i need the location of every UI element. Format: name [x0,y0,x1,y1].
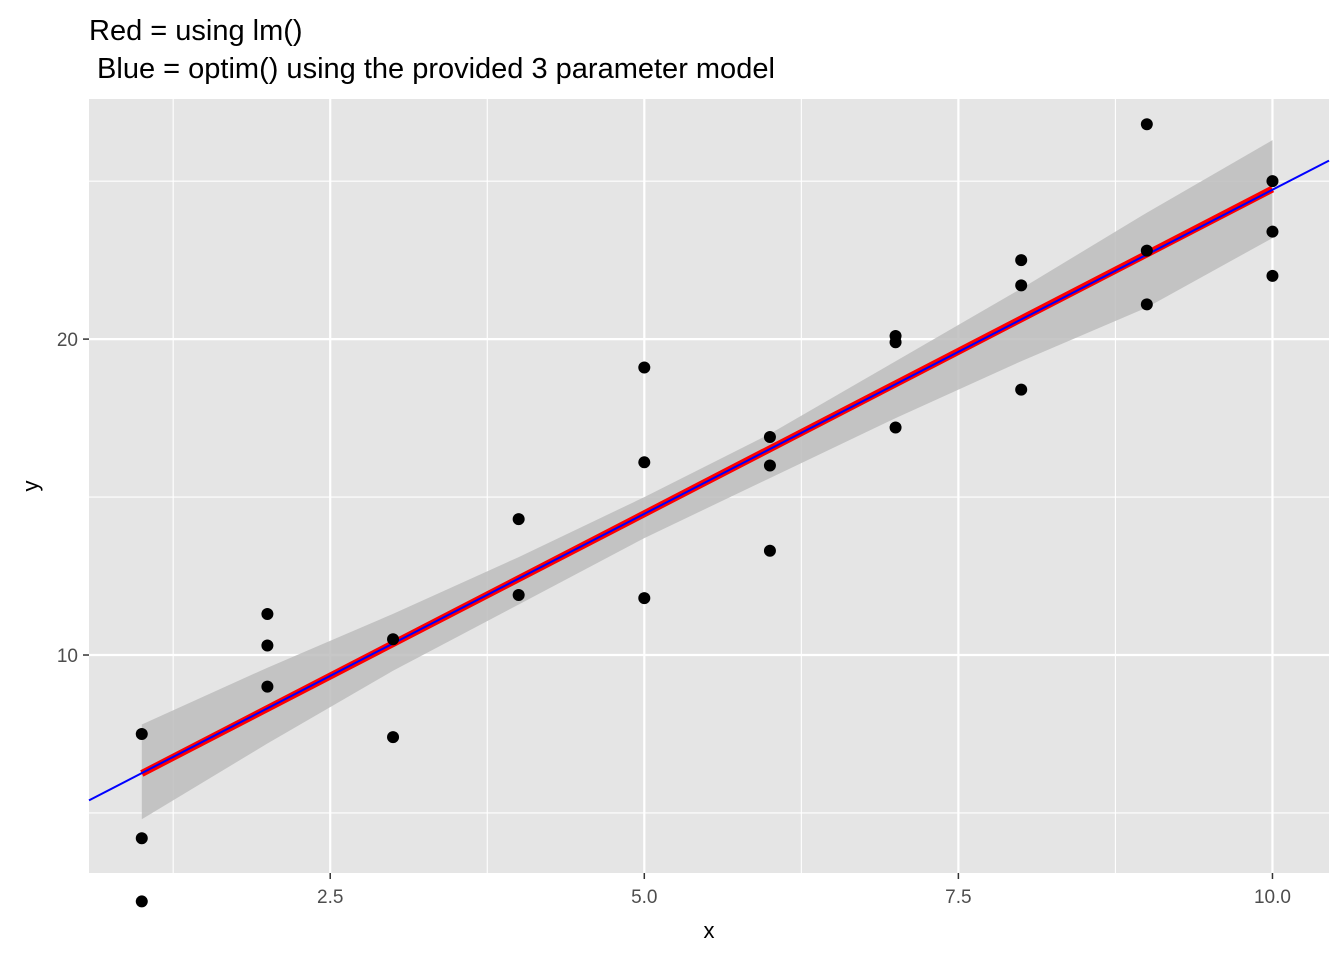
x-tick-label: 10.0 [1254,887,1291,908]
data-point [1140,244,1153,257]
data-point [638,456,651,469]
data-point [1140,298,1153,311]
points-layer [135,118,1279,908]
y-axis-title: y [18,481,43,492]
data-point [889,421,902,434]
data-point [1015,254,1028,267]
data-point [763,459,776,472]
data-point [387,633,400,646]
data-point [387,731,400,744]
data-point [638,361,651,374]
data-point [1266,269,1279,282]
data-point [135,895,148,908]
data-point [1015,383,1028,396]
optim-fit-layer [88,159,1330,802]
data-point [1015,279,1028,292]
data-point [763,431,776,444]
optim-fit-line [88,159,1330,802]
data-point [889,336,902,349]
x-tick-label: 5.0 [631,887,657,908]
x-tick-label: 7.5 [945,887,971,908]
data-point [261,680,274,693]
chart-title-line-1: Red = using lm() [89,15,303,47]
data-point [763,544,776,557]
x-tick-label: 2.5 [317,887,343,908]
x-axis: 2.5 5.0 7.5 10.0 [317,873,1291,908]
data-point [1266,225,1279,238]
data-point [638,592,651,605]
data-point [512,513,525,526]
data-point [512,588,525,601]
y-tick-label: 20 [57,330,78,351]
data-point [261,639,274,652]
data-point [135,727,148,740]
y-tick-label: 10 [57,646,78,667]
data-point [1266,175,1279,188]
x-axis-title: x [704,918,715,943]
data-point [261,607,274,620]
data-point [135,832,148,845]
y-axis: 10 20 [57,330,89,667]
chart-title-line-2: Blue = optim() using the provided 3 para… [89,53,775,85]
data-point [1140,118,1153,131]
